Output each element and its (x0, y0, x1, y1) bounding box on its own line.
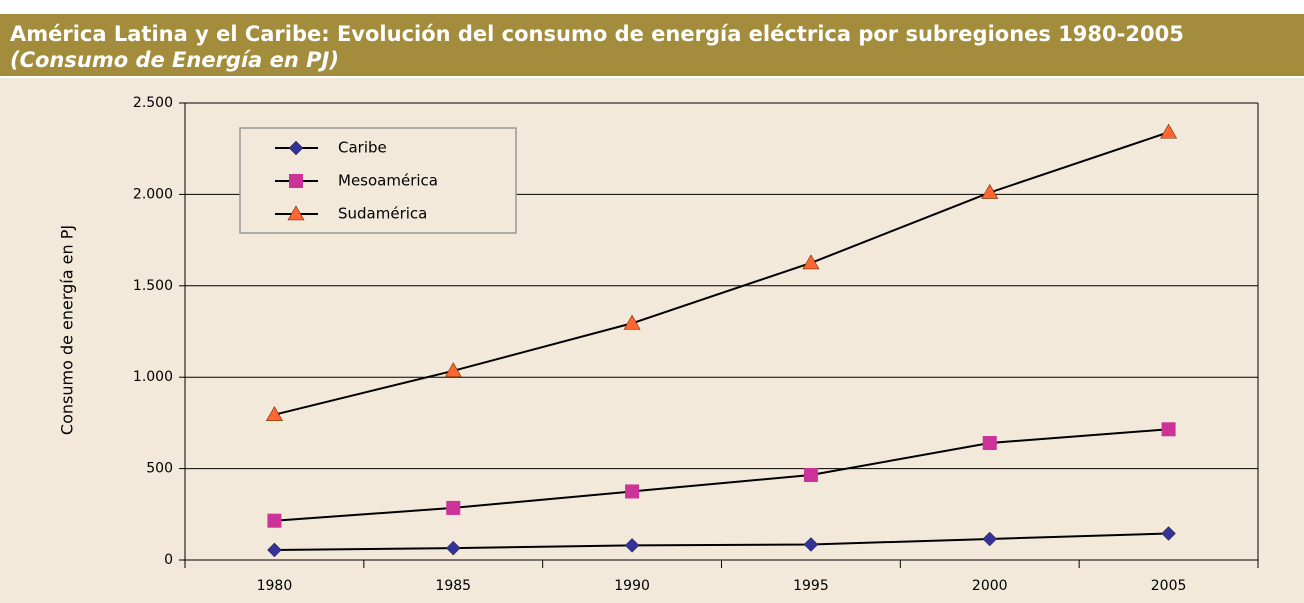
point (267, 513, 282, 528)
x-tick-label: 2005 (1151, 578, 1187, 594)
y-tick-label: 500 (146, 461, 173, 477)
chart-subtitle: (Consumo de Energía en PJ) (10, 48, 339, 72)
y-axis-label: Consumo de energía en PJ (58, 225, 77, 435)
point (982, 531, 998, 547)
point (446, 500, 461, 515)
series-line (274, 532, 1169, 551)
x-tick-label: 1980 (257, 578, 293, 594)
series-line (274, 131, 1169, 416)
point (1161, 526, 1176, 541)
x-tick-label: 2000 (972, 578, 1008, 594)
point (288, 140, 304, 156)
x-tick-label: 1995 (793, 578, 829, 594)
legend-label: Sudamérica (338, 205, 427, 223)
chart-background (0, 78, 1304, 603)
y-tick-label: 2.500 (133, 95, 173, 111)
y-tick-label: 0 (164, 552, 173, 568)
point (445, 540, 461, 556)
point (1160, 123, 1178, 139)
legend-label: Mesoamérica (338, 172, 438, 190)
point (803, 467, 818, 482)
point (982, 436, 997, 451)
point (803, 537, 819, 552)
y-tick-label: 1.000 (133, 369, 173, 385)
point (623, 314, 641, 330)
point (289, 174, 303, 188)
point (625, 484, 640, 499)
y-tick-label: 1.500 (133, 278, 173, 294)
x-tick-label: 1985 (435, 578, 471, 594)
point (444, 362, 462, 378)
point (981, 183, 999, 199)
point (802, 254, 820, 270)
series-line (274, 428, 1169, 522)
title-band (0, 14, 1304, 76)
y-tick-label: 2.000 (133, 186, 173, 202)
point (624, 538, 640, 553)
legend-label: Caribe (338, 139, 387, 157)
x-tick-label: 1990 (614, 578, 650, 594)
point (265, 406, 283, 421)
chart-title: América Latina y el Caribe: Evolución de… (10, 22, 1184, 46)
point (287, 205, 305, 221)
point (1161, 422, 1176, 437)
point (267, 542, 282, 558)
